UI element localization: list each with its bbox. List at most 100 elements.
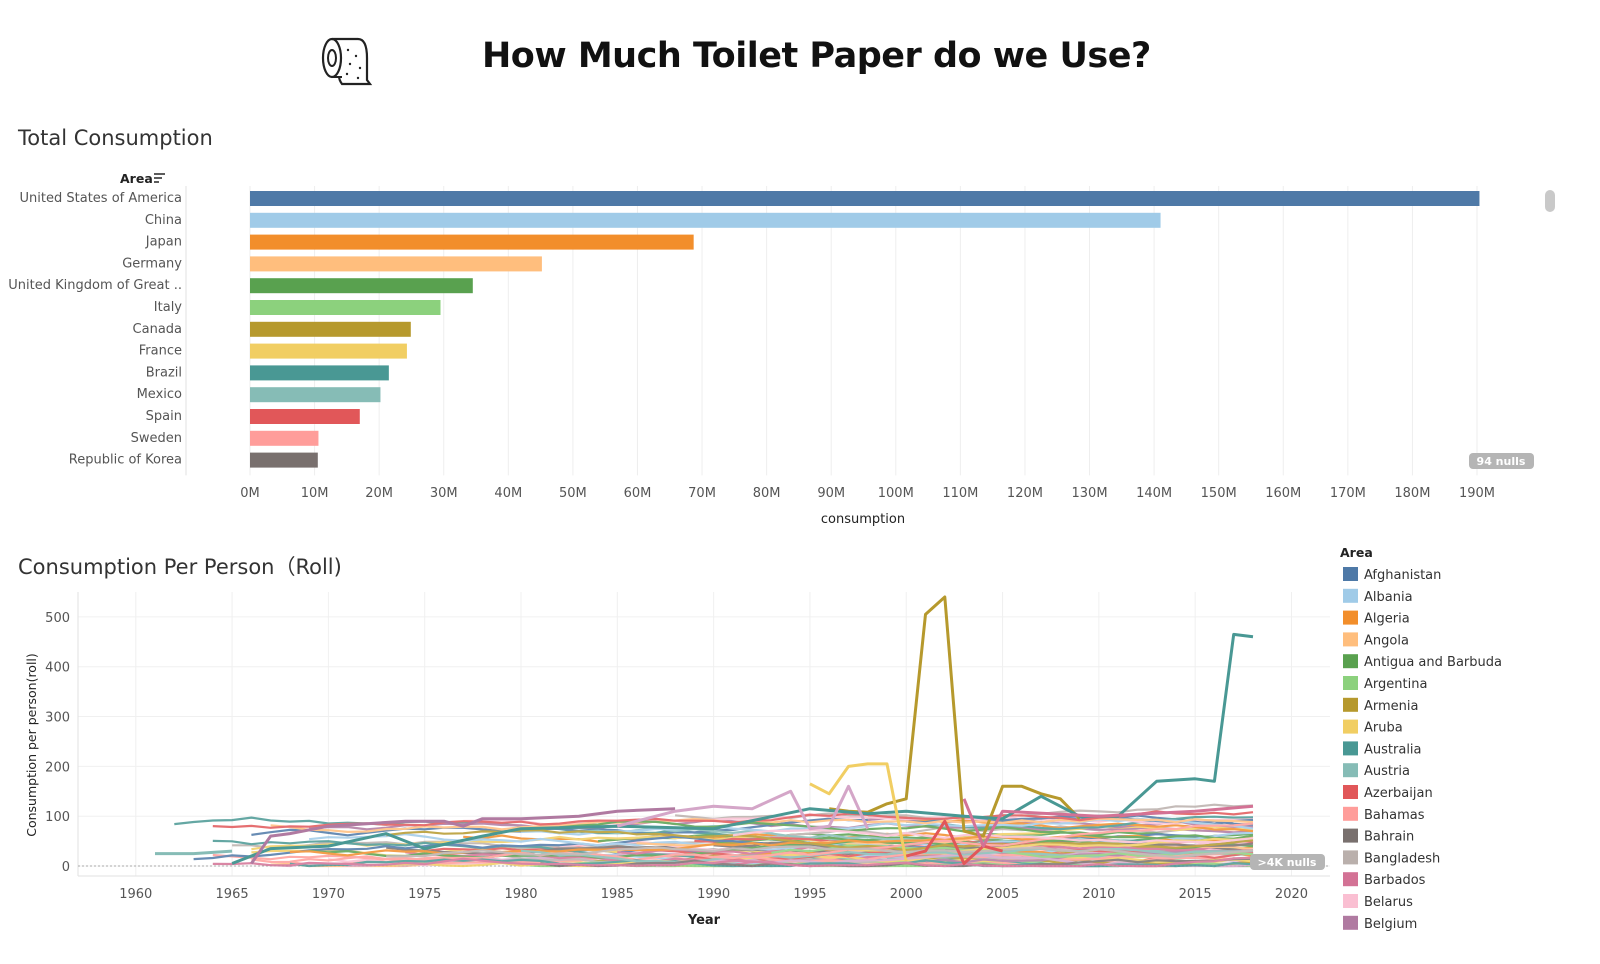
legend-swatch <box>1343 915 1358 930</box>
y-tick-label: 200 <box>45 760 70 775</box>
x-tick-label: 110M <box>942 486 978 501</box>
legend-swatch <box>1343 872 1358 887</box>
x-tick-label: 150M <box>1201 486 1237 501</box>
legend-item[interactable]: Bahrain <box>1343 828 1414 845</box>
category-label: Sweden <box>131 431 182 446</box>
toilet-paper-icon <box>320 36 376 88</box>
x-tick-label: 180M <box>1394 486 1430 501</box>
legend-label: Australia <box>1364 742 1422 757</box>
x-tick-label: 40M <box>494 486 522 501</box>
bar <box>250 278 473 294</box>
legend-item[interactable]: Antigua and Barbuda <box>1343 654 1502 670</box>
x-tick-label: 60M <box>624 486 652 501</box>
legend-label: Bahamas <box>1364 808 1425 823</box>
x-tick-label: 2020 <box>1275 887 1308 902</box>
bar <box>250 387 381 403</box>
category-label: Germany <box>122 256 182 271</box>
legend-item[interactable]: Azerbaijan <box>1343 785 1433 801</box>
x-tick-label: 90M <box>817 486 845 501</box>
series-line <box>962 798 1254 848</box>
series-line <box>155 849 233 856</box>
x-tick-label: 120M <box>1007 486 1043 501</box>
y-axis-title: Consumption per person(roll) <box>24 653 39 837</box>
nulls-badge-text: >4K nulls <box>1258 856 1317 869</box>
y-tick-label: 100 <box>45 810 70 825</box>
legend-item[interactable]: Austria <box>1343 763 1410 779</box>
x-tick-label: 130M <box>1072 486 1108 501</box>
nulls-badge-text: 94 nulls <box>1477 455 1526 468</box>
legend-swatch <box>1343 567 1358 581</box>
legend-swatch <box>1343 741 1358 756</box>
bar <box>250 365 389 381</box>
legend-item[interactable]: Algeria <box>1343 610 1410 627</box>
category-label: Japan <box>145 235 182 250</box>
sort-icon[interactable] <box>154 173 165 183</box>
legend-item[interactable]: Argentina <box>1343 676 1427 692</box>
line-chart[interactable]: 1960 1965 1970 1975 1980 1985 1990 1995 2000 2005… <box>0 540 1600 960</box>
legend-item[interactable]: Angola <box>1343 632 1409 648</box>
series-line <box>732 829 1254 844</box>
legend-label: Afghanistan <box>1364 568 1441 583</box>
legend-item[interactable]: Bangladesh <box>1343 850 1440 866</box>
legend-item[interactable]: Barbados <box>1343 872 1426 888</box>
bar <box>250 256 542 272</box>
series-line <box>905 819 1003 865</box>
bar <box>250 321 411 337</box>
series-line <box>616 784 870 831</box>
legend-label: Bahrain <box>1364 830 1414 845</box>
legend-item[interactable]: Bahamas <box>1343 806 1425 823</box>
legend-swatch <box>1343 676 1358 690</box>
series-line <box>289 849 1254 863</box>
legend-label: Armenia <box>1364 699 1419 714</box>
x-tick-label: 80M <box>753 486 781 501</box>
x-tick-label: 1965 <box>216 887 249 902</box>
x-tick-label: 30M <box>430 486 458 501</box>
nulls-badge <box>1250 854 1325 870</box>
legend-item[interactable]: Albania <box>1343 588 1413 605</box>
scrollbar-thumb[interactable] <box>1545 190 1555 212</box>
bar <box>250 212 1161 228</box>
legend-label: Azerbaijan <box>1364 786 1433 801</box>
page-title: How Much Toilet Paper do we Use? <box>482 36 1151 76</box>
category-label: Spain <box>146 409 182 424</box>
category-label: Brazil <box>146 365 182 380</box>
y-tick-label: 500 <box>45 611 70 626</box>
legend-item[interactable]: Aruba <box>1343 719 1403 736</box>
series-line <box>829 595 1081 838</box>
x-tick-label: 2005 <box>986 887 1019 902</box>
legend-swatch <box>1343 697 1358 712</box>
legend-label: Barbados <box>1364 873 1426 888</box>
legend-item[interactable]: Armenia <box>1343 697 1419 714</box>
x-tick-label: 20M <box>365 486 393 501</box>
x-tick-label: 2015 <box>1179 887 1212 902</box>
x-tick-label: 2010 <box>1082 887 1115 902</box>
bar <box>250 300 441 315</box>
legend-item[interactable]: Belgium <box>1343 915 1417 932</box>
line-section-title: Consumption Per Person（Roll) <box>18 555 342 579</box>
legend-item[interactable]: Belarus <box>1343 894 1413 910</box>
bar <box>250 409 360 424</box>
x-tick-label: 1990 <box>697 887 730 902</box>
bar-chart[interactable]: 0M 10M 20M 30M 40M 50M 60M 70M 80M 90M 100M 110M 120… <box>0 160 1600 540</box>
category-label: United States of America <box>20 191 182 206</box>
legend-label: Belarus <box>1364 895 1413 910</box>
legend-swatch <box>1343 719 1358 734</box>
x-axis-title: Year <box>687 913 721 928</box>
x-tick-label: 70M <box>688 486 716 501</box>
x-tick-label: 190M <box>1459 486 1495 501</box>
category-label: Republic of Korea <box>69 453 182 468</box>
legend-item[interactable]: Australia <box>1343 741 1422 757</box>
series-line <box>231 632 1254 865</box>
legend-swatch <box>1343 894 1358 908</box>
x-axis-title: consumption <box>821 512 905 527</box>
legend-label: Albania <box>1364 590 1413 605</box>
y-tick-label: 400 <box>45 661 70 676</box>
series-line <box>809 762 908 862</box>
category-label: Italy <box>154 300 183 315</box>
category-label: China <box>145 213 182 228</box>
legend-swatch <box>1343 806 1358 821</box>
bar <box>250 430 319 446</box>
bar <box>250 343 407 359</box>
y-tick-label: 0 <box>62 860 70 875</box>
legend-item[interactable]: Afghanistan <box>1343 567 1441 583</box>
